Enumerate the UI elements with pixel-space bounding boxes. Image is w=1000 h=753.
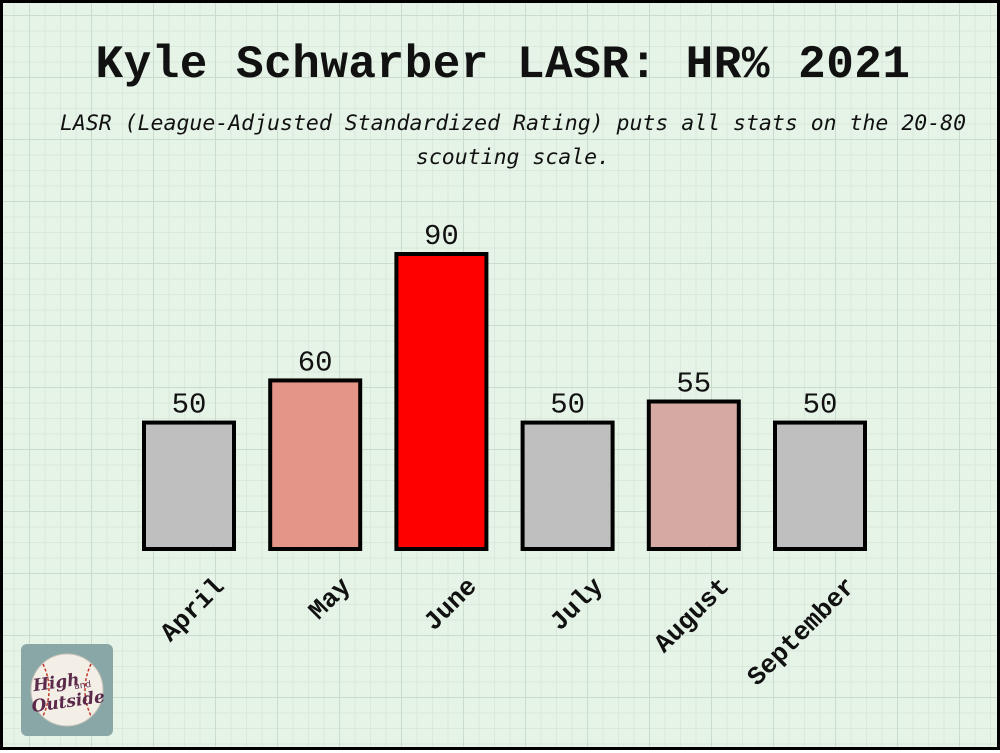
data-label-august: 55	[676, 368, 711, 401]
x-tick-label-july: July	[544, 572, 610, 638]
x-tick-label-august: August	[648, 572, 735, 659]
data-label-june: 90	[424, 220, 459, 253]
bar-september	[773, 420, 867, 552]
high-and-outside-logo: High and Outside	[21, 644, 113, 736]
data-label-may: 60	[298, 346, 333, 379]
x-tick-label-september: September	[742, 572, 863, 693]
bar-june	[394, 252, 489, 551]
data-label-july: 50	[550, 389, 585, 422]
logo-text-mid: and	[74, 680, 92, 692]
bar-chart: 50 April 60 May 90 June 50 July 55 August 50 Septem…	[142, 220, 867, 693]
x-tick-label-april: April	[155, 572, 231, 648]
data-label-september: 50	[803, 389, 838, 422]
bar-august	[646, 399, 741, 551]
chart-subtitle: LASR (League-Adjusted Standardized Ratin…	[59, 111, 967, 170]
data-label-april: 50	[172, 389, 207, 422]
bar-july	[520, 420, 615, 552]
x-tick-label-june: June	[418, 572, 483, 637]
bar-april	[142, 420, 236, 552]
x-tick-label-may: May	[303, 572, 358, 627]
chart-title: Kyle Schwarber LASR: HR% 2021	[95, 39, 911, 91]
bar-may	[268, 378, 363, 551]
